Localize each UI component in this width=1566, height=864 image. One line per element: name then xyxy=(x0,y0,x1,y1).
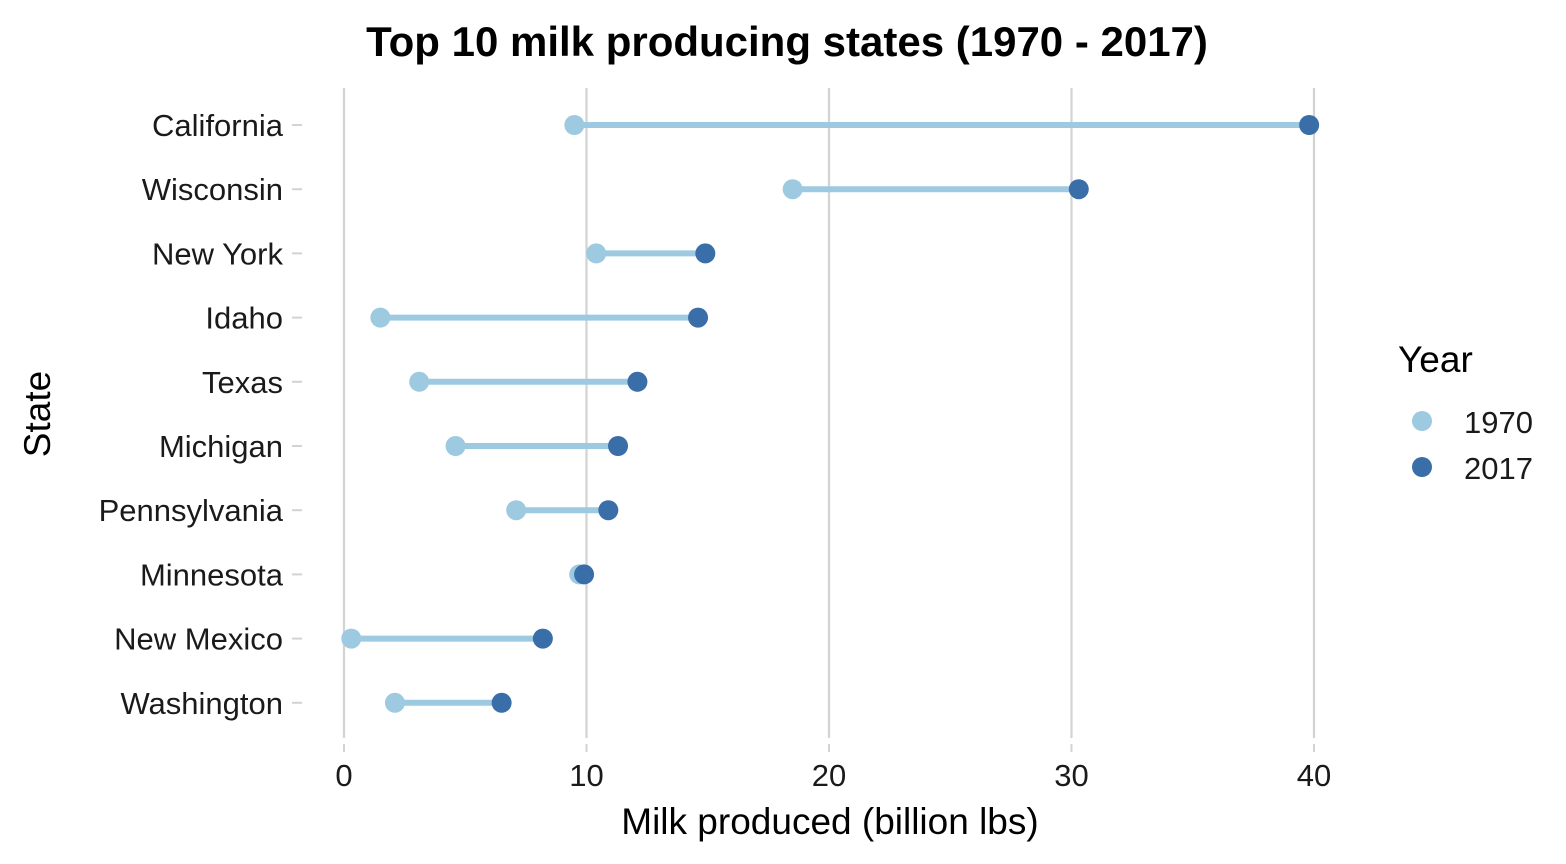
point-2017-pennsylvania xyxy=(598,500,619,521)
point-2017-new-york xyxy=(695,243,716,264)
legend-label-2017: 2017 xyxy=(1464,451,1533,486)
y-tick-label-minnesota: Minnesota xyxy=(140,557,284,592)
x-tick-label-30: 30 xyxy=(1054,758,1088,793)
dumbbell-segments xyxy=(351,122,1310,706)
point-2017-california xyxy=(1299,115,1320,135)
y-tick-label-idaho: Idaho xyxy=(205,301,283,336)
y-tick-label-pennsylvania: Pennsylvania xyxy=(99,493,284,528)
x-axis: 0 10 20 30 40 xyxy=(335,744,1331,793)
y-tick-label-new-york: New York xyxy=(152,236,283,271)
y-tick-label-texas: Texas xyxy=(202,365,283,400)
y-tick-label-california: California xyxy=(152,108,284,143)
point-2017-new-mexico xyxy=(532,628,553,649)
point-1970-wisconsin xyxy=(782,179,803,200)
legend-label-1970: 1970 xyxy=(1464,405,1533,440)
data-points xyxy=(341,115,1320,713)
y-tick-label-new-mexico: New Mexico xyxy=(114,622,283,657)
point-2017-michigan xyxy=(608,436,629,456)
x-tick-label-20: 20 xyxy=(812,758,846,793)
y-axis-title: State xyxy=(17,371,58,457)
point-2017-idaho xyxy=(688,307,709,328)
point-1970-california xyxy=(564,115,585,135)
point-1970-michigan xyxy=(445,436,466,456)
grid-lines xyxy=(342,88,1316,738)
y-tick-label-washington: Washington xyxy=(120,686,283,721)
point-1970-new-mexico xyxy=(341,628,362,649)
legend-marker-1970 xyxy=(1412,411,1432,431)
y-tick-label-wisconsin: Wisconsin xyxy=(142,172,283,207)
legend-marker-2017 xyxy=(1412,457,1432,477)
point-1970-new-york xyxy=(586,243,607,264)
y-tick-label-michigan: Michigan xyxy=(159,429,283,464)
point-2017-wisconsin xyxy=(1068,179,1089,200)
point-2017-minnesota xyxy=(574,564,595,585)
chart-title: Top 10 milk producing states (1970 - 201… xyxy=(366,18,1208,65)
point-1970-idaho xyxy=(370,307,391,328)
legend: Year 1970 2017 xyxy=(1398,339,1533,486)
point-1970-pennsylvania xyxy=(506,500,527,521)
x-tick-label-0: 0 xyxy=(335,758,352,793)
point-2017-washington xyxy=(491,692,512,713)
point-1970-washington xyxy=(384,692,405,713)
x-axis-title: Milk produced (billion lbs) xyxy=(621,801,1038,842)
point-2017-texas xyxy=(627,371,648,392)
y-axis: California Wisconsin New York Idaho Texas Mic… xyxy=(99,108,302,721)
x-tick-label-40: 40 xyxy=(1297,758,1331,793)
legend-title: Year xyxy=(1398,339,1473,380)
point-1970-texas xyxy=(409,371,430,392)
x-tick-label-10: 10 xyxy=(569,758,603,793)
